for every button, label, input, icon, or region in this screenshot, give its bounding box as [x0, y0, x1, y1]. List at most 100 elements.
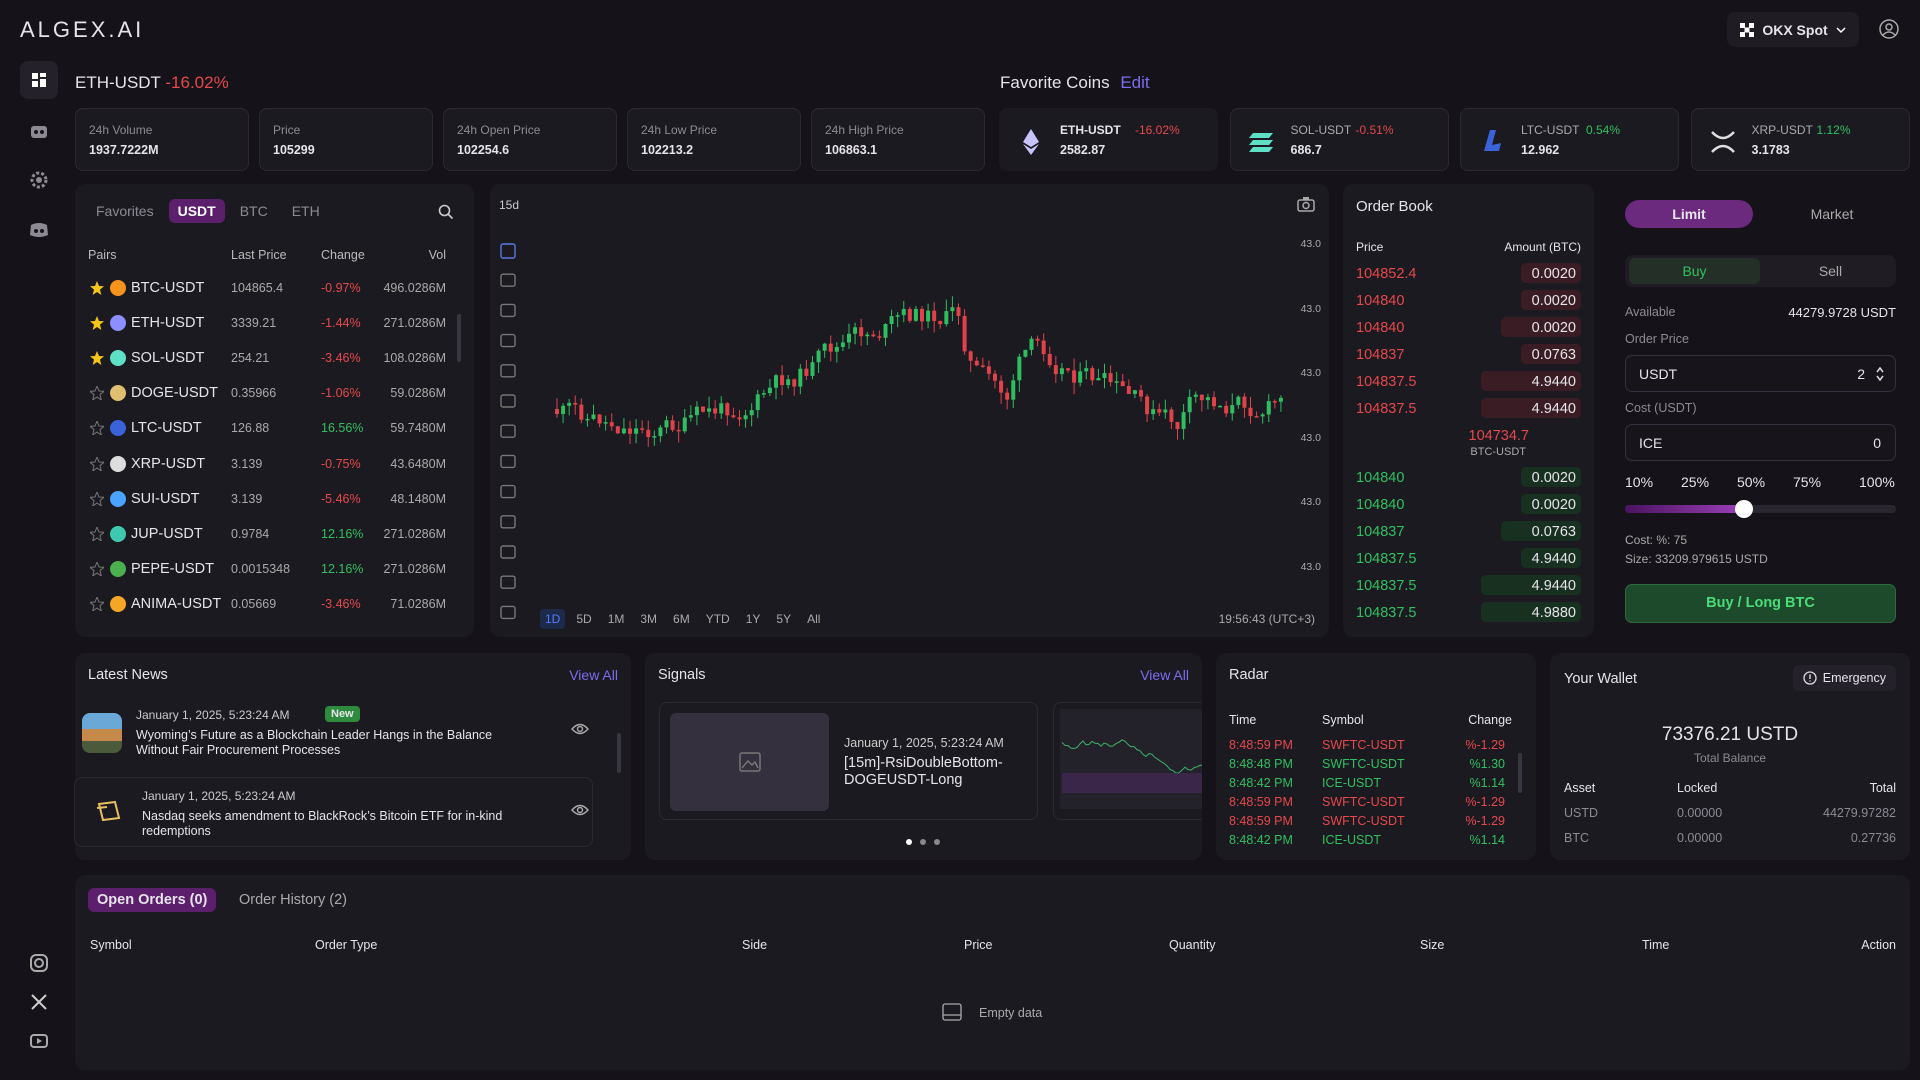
price-label: 43.0	[1300, 367, 1321, 380]
candle-body	[1041, 340, 1046, 355]
favorite-star[interactable]	[90, 316, 104, 333]
eye-icon[interactable]	[571, 723, 589, 738]
exchange-name: OKX Spot	[1762, 21, 1828, 38]
eye-icon[interactable]	[571, 804, 589, 819]
profile[interactable]	[1878, 18, 1900, 40]
side-button[interactable]: Sell	[1818, 263, 1843, 279]
candle-body	[731, 415, 736, 418]
exchange-select[interactable]: OKX Spot	[1727, 12, 1859, 47]
view-all[interactable]: View All	[569, 667, 618, 683]
candle-body	[1266, 401, 1271, 415]
candle-body	[859, 327, 864, 337]
order-tab[interactable]: Order History (2)	[239, 892, 347, 908]
depth-bar	[1521, 263, 1581, 283]
favorite-star[interactable]	[90, 351, 104, 368]
nav-dashboard[interactable]	[20, 61, 58, 99]
cost-info: Cost: %: 75	[1625, 533, 1688, 547]
percent-option[interactable]: 10%	[1625, 474, 1654, 490]
favorite-star[interactable]	[88, 595, 106, 614]
favorite-star[interactable]	[90, 281, 104, 298]
range-button[interactable]: 6M	[673, 612, 690, 626]
favorite-card[interactable]: ETH-USDT -16.02% 2582.87	[999, 108, 1218, 171]
search[interactable]	[438, 204, 454, 223]
radar-title: Radar	[1229, 667, 1269, 683]
nav-instagram[interactable]	[29, 953, 49, 973]
radar-cell: 8:48:48 PM	[1229, 757, 1293, 771]
pair-tab[interactable]: USDT	[168, 199, 225, 223]
stepper	[1875, 365, 1885, 386]
carousel-dot[interactable]	[906, 839, 912, 845]
favorite-star[interactable]	[88, 455, 106, 474]
order-tab[interactable]: Open Orders (0)	[88, 888, 217, 912]
favorite-card[interactable]: LTC-USDT 0.54% 12.962	[1460, 108, 1679, 171]
label: Order Price	[1625, 332, 1689, 346]
favorite-card[interactable]: SOL-USDT -0.51% 686.7	[1229, 108, 1449, 171]
order-type[interactable]: Market	[1810, 206, 1854, 222]
stat-card: 24h Low Price 102213.2	[627, 108, 801, 171]
range-button[interactable]: 1M	[607, 612, 625, 626]
favorites-edit[interactable]: Edit	[1120, 73, 1150, 92]
candle-body	[980, 365, 985, 367]
percent-option[interactable]: 50%	[1737, 474, 1766, 490]
pair-tab[interactable]: Favorites	[96, 203, 154, 219]
nav-youtube[interactable]	[29, 1031, 49, 1051]
signal-card[interactable]	[1053, 702, 1202, 820]
submit-button[interactable]: Buy / Long BTC	[1625, 584, 1896, 623]
nav-x[interactable]	[29, 992, 49, 1012]
pair-tab[interactable]: BTC	[239, 203, 268, 219]
favorite-star[interactable]	[88, 560, 106, 579]
pair-name: BTC-USDT	[131, 280, 205, 296]
radar-cell: 8:48:59 PM	[1229, 738, 1293, 752]
favorite-change: -16.02%	[1135, 123, 1180, 137]
order-price-input[interactable]: USDT 2	[1625, 355, 1896, 392]
column-header: Action	[1861, 938, 1896, 952]
range-button[interactable]: 5Y	[776, 612, 792, 626]
favorite-symbol: SOL-USDT	[1290, 123, 1352, 137]
signal-name: [15m]-RsiDoubleBottom-DOGEUSDT-Long	[844, 755, 1003, 788]
nav-discord[interactable]	[28, 219, 50, 241]
range-button[interactable]: 1D	[540, 609, 566, 629]
nav-bot[interactable]	[28, 120, 50, 142]
order-type[interactable]: Limit	[1625, 200, 1753, 228]
percent-option[interactable]: 25%	[1681, 474, 1710, 490]
screenshot[interactable]	[1297, 196, 1315, 215]
emergency-button[interactable]: Emergency	[1792, 665, 1896, 691]
signals-panel: Signals View All January 1, 2025, 5:23:24 …	[645, 653, 1202, 860]
range-button[interactable]: All	[807, 612, 821, 626]
favorite-star[interactable]	[88, 384, 106, 403]
percent-option[interactable]: 75%	[1793, 474, 1822, 490]
favorite-star[interactable]	[88, 525, 106, 544]
pair-name: DOGE-USDT	[131, 385, 218, 402]
last-price: 0.9784	[231, 526, 270, 541]
book-price: 104852.4	[1356, 266, 1417, 282]
candle-body	[877, 336, 882, 338]
tool-icon	[500, 605, 516, 620]
candle-body	[901, 308, 906, 316]
pair-tab[interactable]: ETH	[291, 203, 320, 219]
last-price: 254.21	[231, 351, 270, 366]
volume: 71.0286M	[390, 596, 446, 611]
nav-settings[interactable]	[28, 169, 50, 191]
range-button[interactable]: 1Y	[745, 612, 761, 626]
candle-body	[621, 428, 626, 434]
side-button[interactable]: Buy	[1629, 258, 1760, 284]
percent-option[interactable]: 100%	[1859, 474, 1895, 490]
favorite-star[interactable]	[88, 420, 106, 438]
carousel-dot[interactable]	[934, 839, 940, 845]
favorite-card[interactable]: XRP-USDT 1.12% 3.1783	[1690, 108, 1910, 171]
favorite-price: 3.1783	[1751, 143, 1790, 157]
news-item[interactable]: January 1, 2025, 5:23:24 AM Nasdaq seeks …	[74, 777, 593, 847]
depth-bar	[1521, 548, 1581, 568]
view-all[interactable]: View All	[1140, 667, 1189, 683]
available: 44279.9728 USDT	[1788, 305, 1896, 320]
range-button[interactable]: 5D	[576, 612, 592, 626]
range-button[interactable]: 3M	[640, 612, 658, 626]
range-button[interactable]: YTD	[705, 612, 730, 626]
favorite-star[interactable]	[88, 490, 106, 509]
price-label: 43.0	[1300, 302, 1321, 315]
slider-thumb[interactable]	[1735, 500, 1753, 518]
carousel-dot[interactable]	[920, 839, 926, 845]
signal-card[interactable]: January 1, 2025, 5:23:24 AM [15m]-RsiDoub…	[659, 702, 1038, 820]
cost-input[interactable]: ICE 0	[1625, 424, 1896, 461]
candle-body	[634, 428, 639, 434]
